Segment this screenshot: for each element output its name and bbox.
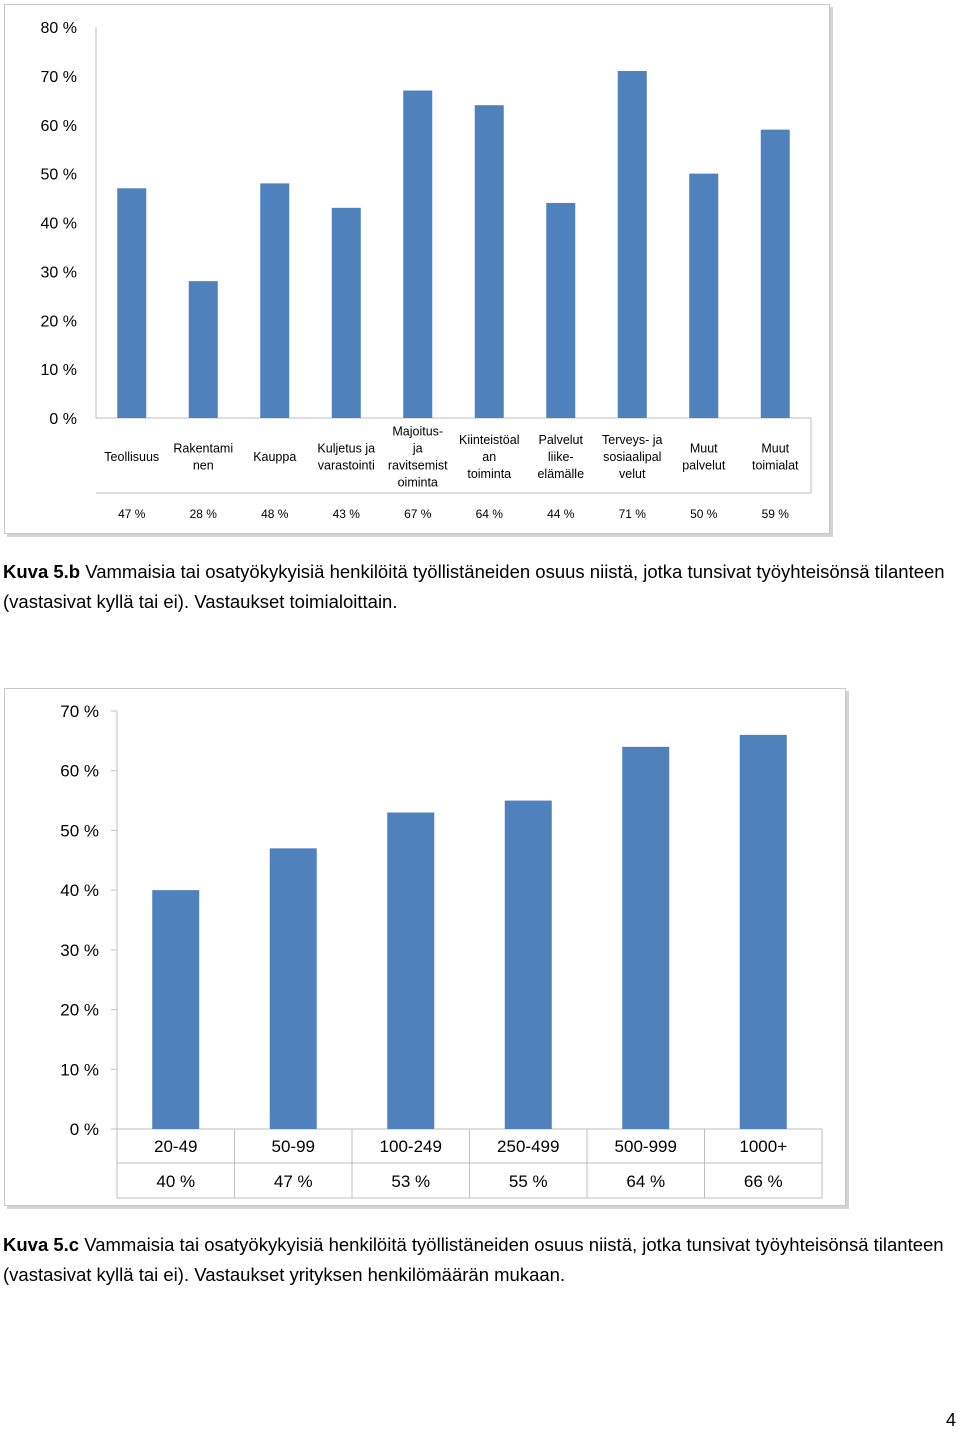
category-label: 500-999 (615, 1137, 677, 1156)
y-tick-label: 0 % (49, 411, 77, 428)
y-tick-label: 30 % (41, 264, 77, 281)
bar (760, 129, 790, 418)
bar (117, 188, 147, 418)
category-label: ravitsemist (388, 459, 448, 473)
category-label: elämälle (537, 467, 584, 481)
bar (739, 734, 787, 1129)
category-label: palvelut (682, 459, 726, 473)
figure-caption-5b: Kuva 5.b Vammaisia tai osatyökykyisiä he… (3, 557, 953, 617)
bar (474, 105, 504, 418)
category-label: toiminta (467, 467, 511, 481)
chart-industries: 80 % 70 % 60 % 50 % 40 % 30 % 20 % 10 % 0 % Teoll… (4, 4, 830, 534)
category-label: Muut (761, 442, 789, 456)
bar (546, 202, 576, 418)
chart-industries-svg: 80 % 70 % 60 % 50 % 40 % 30 % 20 % 10 % 0 % Teoll… (41, 20, 812, 521)
data-table-value: 55 % (509, 1172, 548, 1191)
caption-text: Vammaisia tai osatyökykyisiä henkilöitä … (3, 1234, 944, 1285)
category-label: oiminta (398, 476, 438, 490)
y-tick-label: 20 % (60, 1001, 99, 1020)
category-label: ja (412, 442, 423, 456)
bar (188, 281, 218, 418)
category-label: 250-499 (497, 1137, 559, 1156)
data-table-value: 44 % (547, 507, 575, 521)
bar (622, 746, 670, 1129)
category-label: 100-249 (380, 1137, 442, 1156)
category-label: Palvelut (539, 433, 584, 447)
category-label: Rakentami (173, 442, 233, 456)
data-table-value: 50 % (690, 507, 718, 521)
category-label: liike- (548, 450, 574, 464)
bar (387, 812, 435, 1129)
category-label: nen (193, 459, 214, 473)
y-tick-label: 80 % (41, 20, 77, 37)
data-table-value: 40 % (156, 1172, 195, 1191)
category-label: Muut (690, 442, 718, 456)
y-tick-label: 20 % (41, 313, 77, 330)
chart-company-size: 70 % 60 % 50 % 40 % 30 % 20 % 10 % 0 % 20-49 40 %… (4, 688, 846, 1206)
category-label: Majoitus- (392, 425, 443, 439)
bar (269, 848, 317, 1129)
category-label: 50-99 (272, 1137, 315, 1156)
data-table-value: 64 % (626, 1172, 665, 1191)
figure-caption-5c: Kuva 5.c Vammaisia tai osatyökykyisiä he… (3, 1230, 953, 1290)
category-label: an (482, 450, 496, 464)
bar (617, 70, 647, 419)
y-tick-label: 10 % (60, 1060, 99, 1079)
category-label: Kiinteistöal (459, 433, 519, 447)
category-label: Kauppa (253, 450, 296, 464)
category-label: sosiaalipal (603, 450, 661, 464)
category-label: Kuljetus ja (317, 442, 375, 456)
bar (504, 800, 552, 1129)
data-table-value: 64 % (476, 507, 504, 521)
caption-text: Vammaisia tai osatyökykyisiä henkilöitä … (3, 561, 945, 612)
data-table-value: 67 % (404, 507, 432, 521)
data-table-value: 53 % (391, 1172, 430, 1191)
data-table-value: 28 % (190, 507, 218, 521)
category-label: 1000+ (739, 1137, 787, 1156)
page-number: 4 (945, 1410, 956, 1430)
y-tick-label: 40 % (41, 216, 77, 233)
y-tick-label: 70 % (60, 702, 99, 721)
data-table-value: 66 % (744, 1172, 783, 1191)
y-tick-label: 10 % (41, 362, 77, 379)
category-label: 20-49 (154, 1137, 197, 1156)
y-tick-label: 0 % (70, 1120, 99, 1139)
bar (152, 890, 200, 1129)
chart-company-size-svg: 70 % 60 % 50 % 40 % 30 % 20 % 10 % 0 % 20-49 40 %… (60, 702, 823, 1199)
y-tick-label: 50 % (60, 821, 99, 840)
data-table-value: 48 % (261, 507, 289, 521)
data-table-value: 71 % (619, 507, 647, 521)
y-tick-label: 50 % (41, 167, 77, 184)
y-tick-label: 60 % (41, 118, 77, 135)
data-table-value: 47 % (274, 1172, 313, 1191)
data-table-value: 59 % (762, 507, 790, 521)
bar (689, 173, 719, 418)
data-table-value: 43 % (333, 507, 361, 521)
category-label: velut (619, 467, 646, 481)
y-tick-label: 40 % (60, 881, 99, 900)
category-label: Teollisuus (104, 450, 159, 464)
category-label: toimialat (752, 459, 799, 473)
category-label: varastointi (318, 459, 375, 473)
bar (331, 207, 361, 418)
y-tick-label: 60 % (60, 762, 99, 781)
caption-label: Kuva 5.b (3, 561, 81, 582)
y-tick-label: 70 % (41, 69, 77, 86)
data-table-value: 47 % (118, 507, 146, 521)
caption-label: Kuva 5.c (3, 1234, 80, 1255)
bar (403, 90, 433, 418)
bar (260, 183, 290, 418)
category-label: Terveys- ja (602, 433, 662, 447)
y-tick-label: 30 % (60, 941, 99, 960)
